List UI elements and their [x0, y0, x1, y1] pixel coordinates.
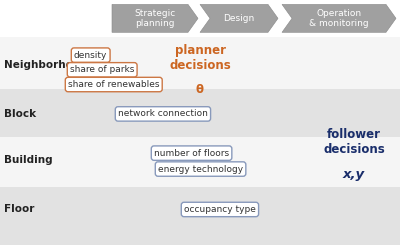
- Polygon shape: [282, 4, 396, 32]
- Bar: [0, 187, 400, 245]
- Text: Design: Design: [223, 14, 255, 23]
- Text: Operation
& monitoring: Operation & monitoring: [309, 9, 369, 28]
- Bar: [0, 137, 400, 187]
- Text: θ: θ: [196, 83, 204, 96]
- Polygon shape: [200, 4, 278, 32]
- Text: Strategic
planning: Strategic planning: [134, 9, 176, 28]
- Text: planner
decisions: planner decisions: [169, 44, 231, 72]
- Polygon shape: [112, 4, 198, 32]
- Text: network connection: network connection: [118, 110, 208, 118]
- Text: share of parks: share of parks: [70, 65, 134, 74]
- Text: Floor: Floor: [4, 205, 34, 214]
- Text: density: density: [74, 51, 107, 60]
- Text: energy technology: energy technology: [158, 165, 243, 173]
- Text: x,y: x,y: [343, 168, 365, 181]
- Text: Block: Block: [4, 109, 36, 119]
- Text: follower
decisions: follower decisions: [323, 128, 385, 156]
- Text: share of renewables: share of renewables: [68, 80, 160, 89]
- Bar: [0, 89, 400, 137]
- Text: Building: Building: [4, 156, 53, 165]
- Text: number of floors: number of floors: [154, 149, 229, 158]
- Bar: [0, 37, 400, 89]
- Text: occupancy type: occupancy type: [184, 205, 256, 214]
- Text: Neighborhood: Neighborhood: [4, 60, 88, 70]
